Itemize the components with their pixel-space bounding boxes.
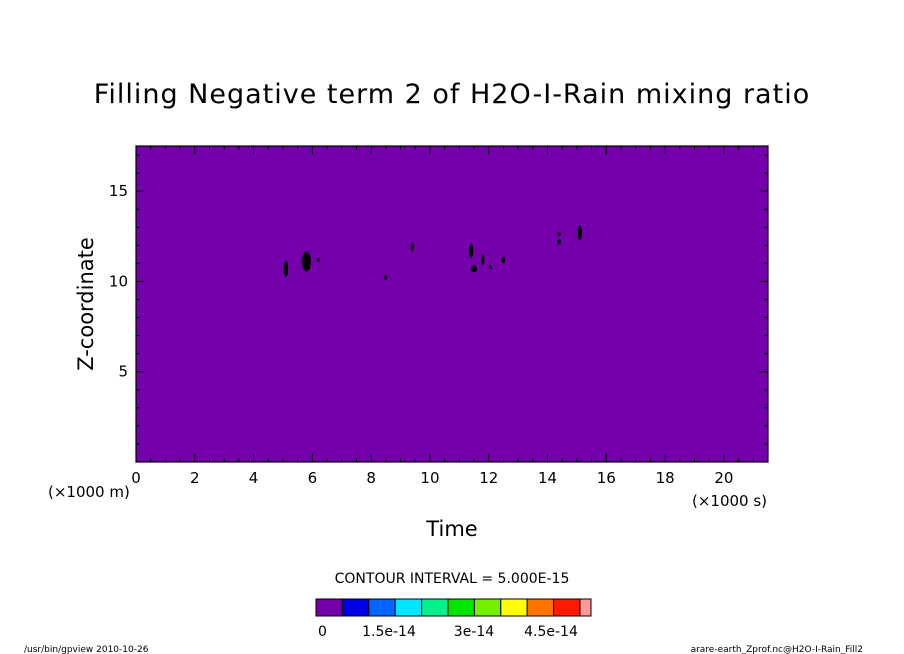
y-unit-label: (×1000 m) xyxy=(48,483,130,501)
y-tick-label-1: 10 xyxy=(109,272,128,290)
data-feature-5 xyxy=(468,243,474,258)
data-feature-4 xyxy=(410,242,414,252)
colorbar-label-2: 3e-14 xyxy=(454,624,494,640)
data-feature-0 xyxy=(283,260,289,277)
colorbar-cell-3 xyxy=(394,598,423,617)
data-feature-8 xyxy=(488,265,492,269)
x-tick-label-10: 20 xyxy=(714,469,733,487)
colorbar-cell-7 xyxy=(500,598,528,617)
data-feature-3 xyxy=(384,275,388,281)
colorbar-cell-2 xyxy=(368,598,396,617)
colorbar-cell-9 xyxy=(553,598,581,617)
data-feature-10 xyxy=(557,238,561,245)
x-tick-label-7: 14 xyxy=(538,469,557,487)
colorbar-cell-10 xyxy=(579,598,592,617)
x-tick-label-6: 12 xyxy=(479,469,498,487)
footer-right: arare-earth_Zprof.nc@H2O-I-Rain_Fill2 xyxy=(691,645,863,654)
y-axis-ticks: 5 10 15 xyxy=(109,154,768,445)
colorbar-label-3: 4.5e-14 xyxy=(524,624,578,640)
x-tick-label-1: 2 xyxy=(190,469,200,487)
data-features xyxy=(283,225,583,281)
x-axis-ticks: 0 2 4 6 8 10 12 14 16 18 20 xyxy=(131,146,769,487)
colorbar-label-1: 1.5e-14 xyxy=(362,624,416,640)
colorbar-label-0: 0 xyxy=(318,624,327,640)
footer-left: /usr/bin/gpview 2010-10-26 xyxy=(24,645,149,654)
contour-interval: CONTOUR INTERVAL = 5.000E-15 xyxy=(335,571,570,587)
colorbar xyxy=(315,598,592,617)
x-tick-label-0: 0 xyxy=(131,469,141,487)
data-feature-7 xyxy=(481,254,485,266)
x-axis-label: Time xyxy=(425,517,477,541)
colorbar-labels: 0 1.5e-14 3e-14 4.5e-14 xyxy=(318,624,578,640)
x-tick-label-3: 6 xyxy=(308,469,318,487)
x-tick-label-2: 4 xyxy=(249,469,259,487)
data-feature-2 xyxy=(316,257,320,262)
colorbar-cell-1 xyxy=(341,598,370,617)
data-feature-6 xyxy=(471,265,477,273)
plot-frame xyxy=(135,145,769,463)
x-tick-label-4: 8 xyxy=(366,469,376,487)
colorbar-cell-4 xyxy=(421,598,449,617)
x-unit-label: (×1000 s) xyxy=(692,492,767,510)
data-feature-1 xyxy=(302,251,311,272)
x-tick-label-5: 10 xyxy=(420,469,439,487)
x-tick-label-9: 18 xyxy=(656,469,675,487)
y-tick-label-0: 5 xyxy=(118,363,128,381)
colorbar-cell-0 xyxy=(315,598,343,617)
y-tick-label-2: 15 xyxy=(109,182,128,200)
colorbar-cell-6 xyxy=(473,598,502,617)
x-tick-label-8: 16 xyxy=(597,469,616,487)
data-feature-9 xyxy=(501,256,505,264)
plot-fill xyxy=(136,146,768,462)
colorbar-cell-8 xyxy=(526,598,555,617)
y-axis-label: Z-coordinate xyxy=(74,237,98,371)
chart-title: Filling Negative term 2 of H2O-I-Rain mi… xyxy=(94,79,810,110)
data-feature-12 xyxy=(577,225,583,240)
data-feature-11 xyxy=(557,232,561,237)
colorbar-cell-5 xyxy=(447,598,475,617)
